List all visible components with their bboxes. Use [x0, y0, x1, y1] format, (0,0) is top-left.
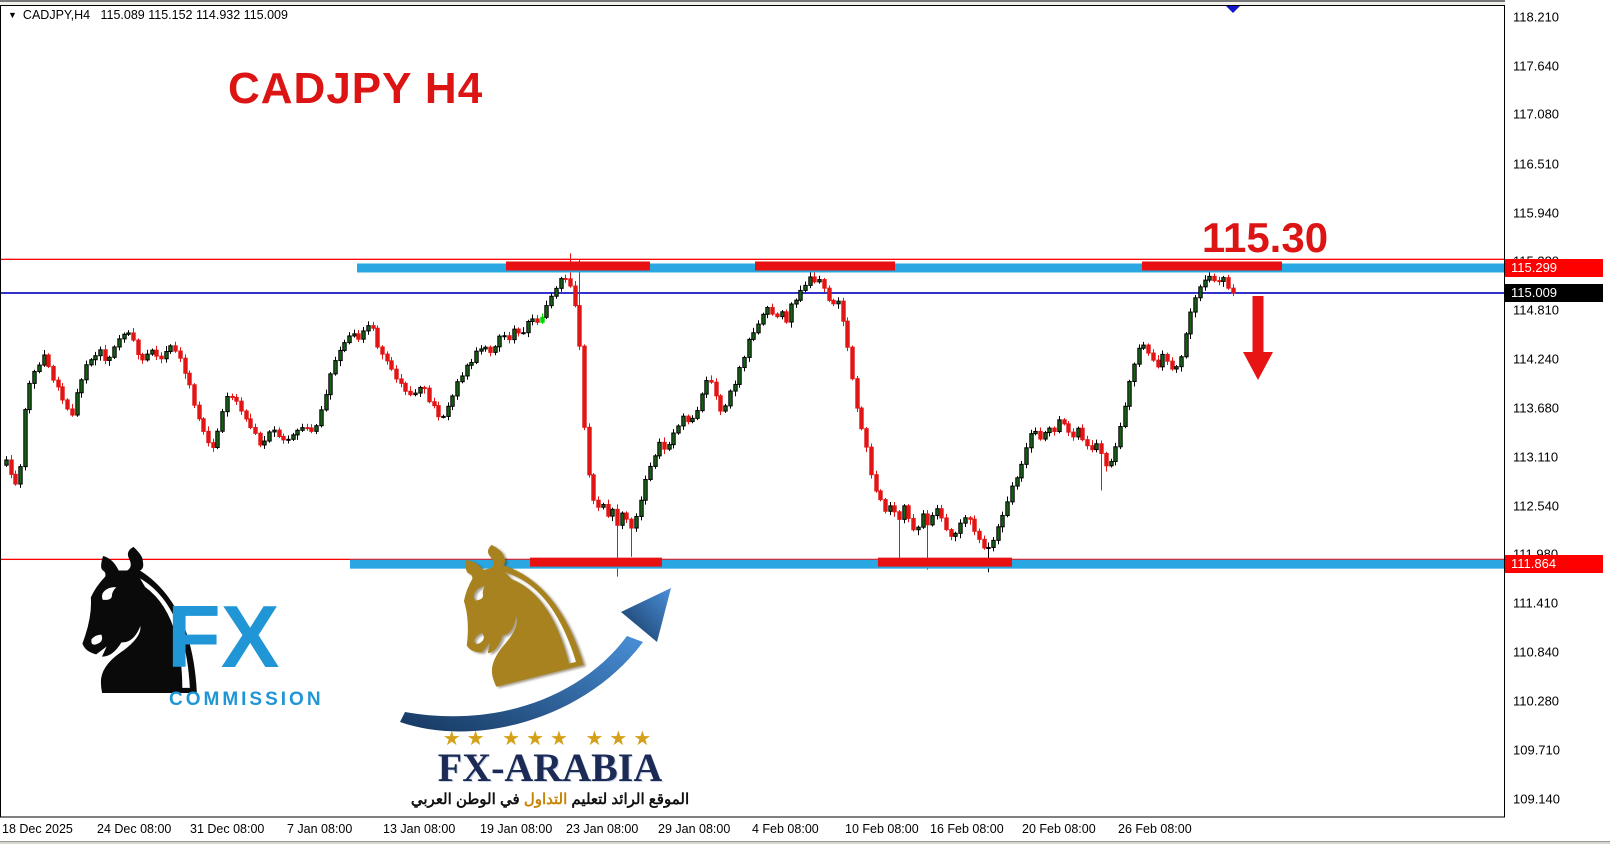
blue-swoosh-arrow-icon	[400, 588, 671, 732]
x-axis-tick-label: 18 Dec 2025	[2, 822, 73, 836]
y-axis-tick-label: 113.680	[1513, 400, 1560, 416]
black-horse-icon: ♞	[50, 513, 230, 736]
y-axis-tick-label: 117.080	[1513, 106, 1560, 122]
x-axis-tick-label: 13 Jan 08:00	[383, 822, 456, 836]
y-axis-tick-label: 109.140	[1513, 791, 1560, 807]
y-axis-tick-label: 118.210	[1513, 9, 1560, 25]
y-axis-tick-label: 117.640	[1513, 58, 1560, 74]
y-axis-tick-label: 111.410	[1513, 595, 1559, 611]
support-touch-highlight	[878, 557, 1012, 567]
resistance-touch-highlight	[506, 261, 650, 271]
price-badge-115.299: 115.299	[1505, 258, 1603, 277]
resistance-touch-highlight	[755, 261, 895, 271]
fx-arabia-arabic-tagline: الموقع الرائد لتعليم التداول في الوطن ال…	[410, 791, 690, 808]
symbol-quote-header[interactable]: ▼ CADJPY,H4 115.089 115.152 114.932 115.0…	[8, 8, 288, 22]
fx-commission-wordmark: FX	[167, 587, 280, 686]
x-axis-tick-label: 29 Jan 08:00	[658, 822, 731, 836]
y-axis-tick-label: 116.510	[1513, 156, 1560, 172]
breakout-level-label[interactable]: 115.30	[1201, 214, 1329, 261]
x-axis-tick-label: 24 Dec 08:00	[97, 822, 172, 836]
y-axis-tick-label: 114.240	[1513, 351, 1560, 367]
quote-text: CADJPY,H4 115.089 115.152 114.932 115.00…	[22, 8, 288, 22]
price-axis[interactable]: 118.210117.640117.080116.510115.940115.3…	[1505, 0, 1610, 818]
chart-plot-border	[0, 5, 1505, 818]
x-axis-tick-label: 16 Feb 08:00	[930, 822, 1004, 836]
y-axis-tick-label: 114.810	[1513, 302, 1560, 318]
fx-arabia-wordmark: FX-ARABIA	[437, 745, 663, 790]
resistance-zone-band	[357, 263, 1504, 273]
candles-layer	[4, 253, 1236, 577]
x-axis-tick-label: 4 Feb 08:00	[752, 822, 819, 836]
y-axis-tick-label: 109.710	[1513, 742, 1560, 758]
zones-layer[interactable]	[350, 261, 1504, 569]
x-axis-tick-label: 19 Jan 08:00	[480, 822, 553, 836]
y-axis-tick-label: 110.280	[1513, 693, 1560, 709]
price-badge-111.864: 111.864	[1505, 555, 1603, 574]
x-axis-tick-label: 10 Feb 08:00	[845, 822, 919, 836]
window-bottom-edge	[0, 841, 1610, 844]
fx-commission-subtext: COMMISSION	[169, 689, 324, 710]
price-badge-115.009: 115.009	[1505, 283, 1603, 302]
fx-arabia-logo: ♞ ★★ ★★★ ★★★ FX-ARABIA الموقع الرائد لتع…	[385, 492, 715, 815]
x-axis-tick-label: 26 Feb 08:00	[1118, 822, 1192, 836]
x-axis-tick-label: 20 Feb 08:00	[1022, 822, 1096, 836]
collapse-triangle-icon[interactable]: ▼	[8, 10, 17, 20]
chart-title: CADJPY H4	[228, 64, 484, 113]
y-axis-tick-label: 115.940	[1513, 205, 1560, 221]
y-axis-tick-label: 113.110	[1513, 449, 1559, 465]
object-anchor-triangle-icon[interactable]	[1226, 6, 1240, 13]
y-axis-tick-label: 112.540	[1513, 498, 1560, 514]
resistance-touch-highlight	[1142, 261, 1282, 271]
level-lines-layer	[1, 258, 1504, 561]
x-axis-tick-label: 7 Jan 08:00	[287, 822, 353, 836]
support-touch-highlight	[530, 557, 662, 567]
gold-stars: ★★ ★★★ ★★★	[442, 728, 658, 750]
window-top-edge	[0, 0, 1610, 7]
date-axis[interactable]: 18 Dec 2025 24 Dec 08:00 31 Dec 08:00 7 Jan…	[0, 818, 1610, 841]
fx-commission-logo: ♞ FX COMMISSION	[50, 525, 325, 765]
x-axis-tick-label: 23 Jan 08:00	[566, 822, 639, 836]
x-axis-tick-label: 31 Dec 08:00	[190, 822, 265, 836]
y-axis-tick-label: 110.840	[1513, 644, 1560, 660]
down-arrow-icon[interactable]	[1243, 296, 1273, 380]
